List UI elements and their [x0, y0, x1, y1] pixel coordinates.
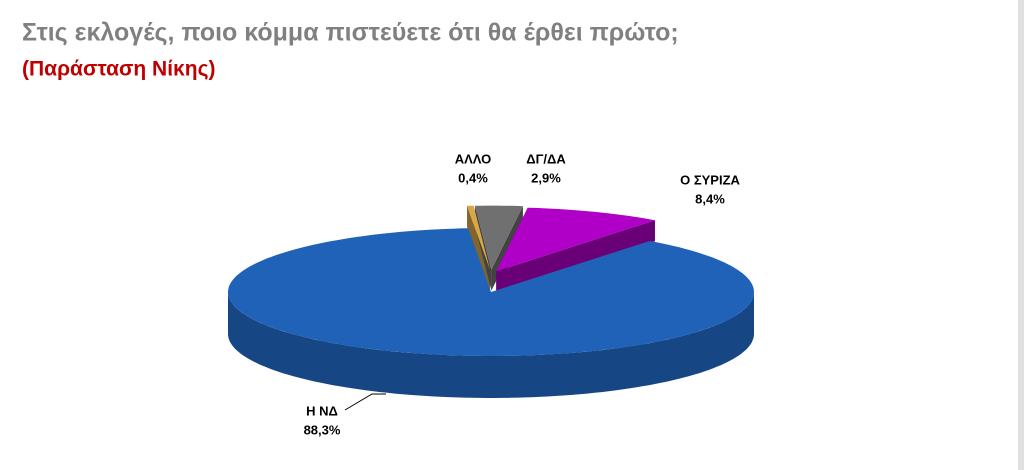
slice-label: ΔΓ/ΔΑ: [526, 151, 566, 166]
slice-value-label: 2,9%: [531, 170, 561, 185]
pie-slice: [228, 228, 754, 356]
slice-value-label: 88,3%: [304, 422, 341, 437]
pie: [228, 205, 754, 398]
slice-value-label: 8,4%: [695, 191, 725, 206]
pie-cut: [496, 220, 655, 293]
labels: ΑΛΛΟ 0,4% ΔΓ/ΔΑ 2,9% Ο ΣΥΡΙΖΑ 8,4% Η ΝΔ 88,3%: [304, 151, 741, 437]
pie-wall: [228, 292, 754, 398]
pie-slice: [496, 207, 655, 272]
pie-slice: [475, 205, 523, 270]
slice-label: Ο ΣΥΡΙΖΑ: [680, 172, 740, 187]
chart-title: Στις εκλογές, ποιο κόμμα πιστεύετε ότι θ…: [22, 19, 679, 47]
pie-slice: [467, 205, 490, 270]
slice-label: Η ΝΔ: [306, 403, 338, 418]
leader-line: [344, 393, 386, 411]
pie-cut: [467, 205, 490, 291]
chart-subtitle: (Παράσταση Νίκης): [22, 58, 216, 81]
slice-label: ΑΛΛΟ: [455, 151, 492, 166]
slice-value-label: 0,4%: [458, 170, 488, 185]
edge: [1018, 0, 1024, 470]
